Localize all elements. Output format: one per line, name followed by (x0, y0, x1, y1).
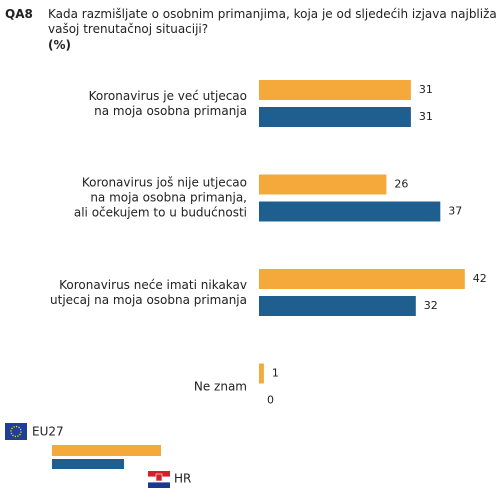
title: QA8 (5, 7, 33, 21)
hr-flag (148, 471, 170, 488)
bar (259, 296, 416, 316)
value-label: 26 (394, 178, 408, 191)
category-label: Ne znam (193, 379, 247, 394)
bar (259, 107, 411, 127)
bar (259, 80, 411, 100)
category-label: Koronavirus još nije utjecao na moja oso… (73, 175, 247, 220)
legend-swatch (52, 459, 124, 469)
bar (259, 363, 264, 384)
category-label: Koronavirus neće imati nikakav utjecaj n… (50, 277, 247, 307)
category-label: Koronavirus je već utjecao na moja osobn… (88, 88, 247, 118)
subtitle: Kada razmišljate o osobnim primanjima, k… (48, 7, 497, 36)
unit-label: (%) (48, 38, 71, 52)
value-label: 1 (272, 367, 279, 380)
value-label: 31 (419, 83, 433, 96)
eu-flag (5, 423, 27, 440)
value-label: 32 (424, 299, 438, 312)
value-label: 37 (448, 205, 462, 218)
legend-label: EU27 (32, 425, 64, 439)
value-label: 0 (267, 394, 274, 407)
bar (259, 174, 387, 195)
value-label: 31 (419, 110, 433, 123)
legend-swatch (52, 445, 161, 456)
legend-label: HR (174, 472, 191, 486)
value-label: 42 (473, 272, 487, 285)
bar (259, 269, 465, 289)
bar (259, 201, 441, 222)
